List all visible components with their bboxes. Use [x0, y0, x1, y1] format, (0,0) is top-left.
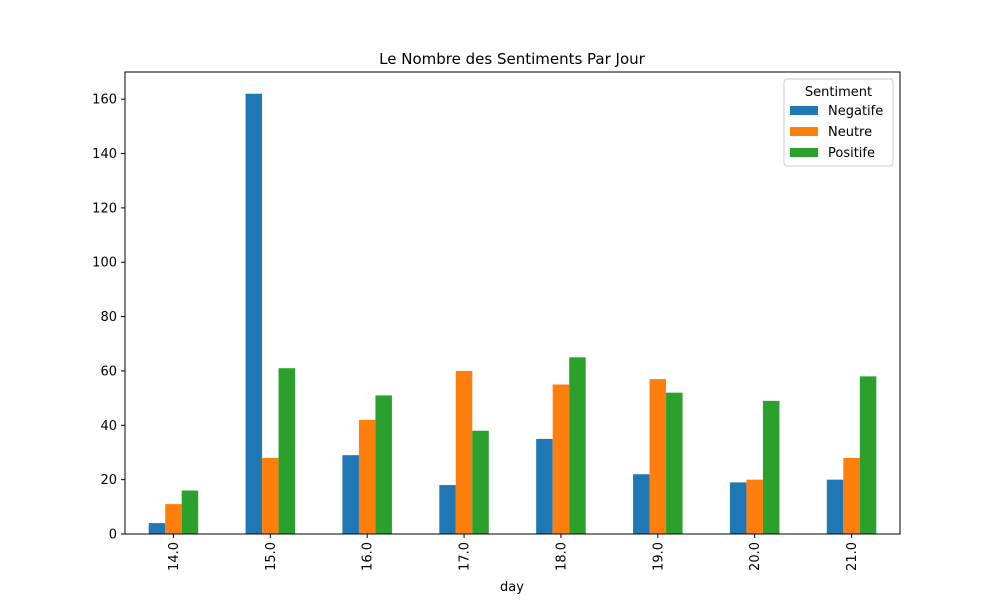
legend-swatch-positife	[790, 148, 818, 157]
bar-neutre-21.0	[843, 457, 860, 534]
plot-frame	[124, 71, 901, 535]
legend-label-positife: Positife	[828, 146, 875, 161]
bar-positife-14.0	[181, 490, 199, 534]
y-tick-label: 0	[109, 528, 117, 543]
chart-title: Le Nombre des Sentiments Par Jour	[379, 50, 646, 68]
bar-positife-19.0	[666, 392, 683, 534]
x-tick-label: 18.0	[554, 542, 569, 571]
y-tick-label: 80	[100, 310, 117, 325]
legend: Sentiment Negatife Neutre Positife	[783, 78, 894, 167]
y-tick-label: 140	[92, 147, 117, 162]
legend-swatch-neutre	[790, 127, 818, 136]
x-tick-label: 19.0	[651, 542, 666, 571]
x-tick-label: 16.0	[361, 542, 376, 571]
bar-positife-16.0	[375, 395, 392, 534]
bar-neutre-14.0	[165, 504, 182, 534]
x-tick-label: 17.0	[458, 542, 473, 571]
bar-neutre-17.0	[455, 370, 473, 534]
bar-positife-20.0	[762, 400, 780, 534]
x-tick-label: 15.0	[264, 542, 279, 571]
bar-neutre-18.0	[552, 384, 570, 534]
bar-negatife-21.0	[826, 479, 844, 534]
bar-neutre-15.0	[262, 457, 279, 534]
plot-area: 0 20 40 60 80 100 120 140 160 14.0 15.0 16.0 17.0 18.…	[92, 71, 901, 571]
x-tick-label: 20.0	[748, 542, 763, 571]
bar-negatife-18.0	[536, 438, 553, 534]
bar-neutre-19.0	[649, 379, 667, 534]
bar-neutre-20.0	[746, 479, 763, 534]
legend-box	[783, 78, 894, 167]
y-tick-label: 100	[92, 256, 117, 271]
legend-label-neutre: Neutre	[828, 125, 872, 140]
x-tick-label: 14.0	[167, 542, 182, 571]
y-tick-label: 20	[100, 473, 117, 488]
bar-positife-17.0	[472, 430, 489, 534]
legend-label-negatife: Negatife	[828, 104, 883, 119]
bar-negatife-16.0	[342, 455, 359, 534]
x-tick-label: 21.0	[845, 542, 860, 571]
bar-negatife-15.0	[245, 93, 263, 535]
x-axis-label: day	[500, 580, 524, 595]
bar-positife-15.0	[278, 368, 296, 534]
y-tick-label: 120	[92, 201, 117, 216]
bar-positife-21.0	[859, 376, 877, 534]
bar-negatife-20.0	[729, 482, 747, 534]
legend-swatch-negatife	[790, 106, 818, 115]
bar-negatife-14.0	[148, 523, 166, 534]
bar-negatife-19.0	[633, 474, 650, 534]
bar-negatife-17.0	[439, 485, 456, 534]
bar-positife-18.0	[569, 357, 586, 534]
y-tick-label: 40	[100, 419, 117, 434]
y-tick-label: 160	[92, 93, 117, 108]
bar-neutre-16.0	[358, 419, 376, 534]
legend-title: Sentiment	[805, 85, 872, 100]
y-tick-label: 60	[100, 364, 117, 379]
